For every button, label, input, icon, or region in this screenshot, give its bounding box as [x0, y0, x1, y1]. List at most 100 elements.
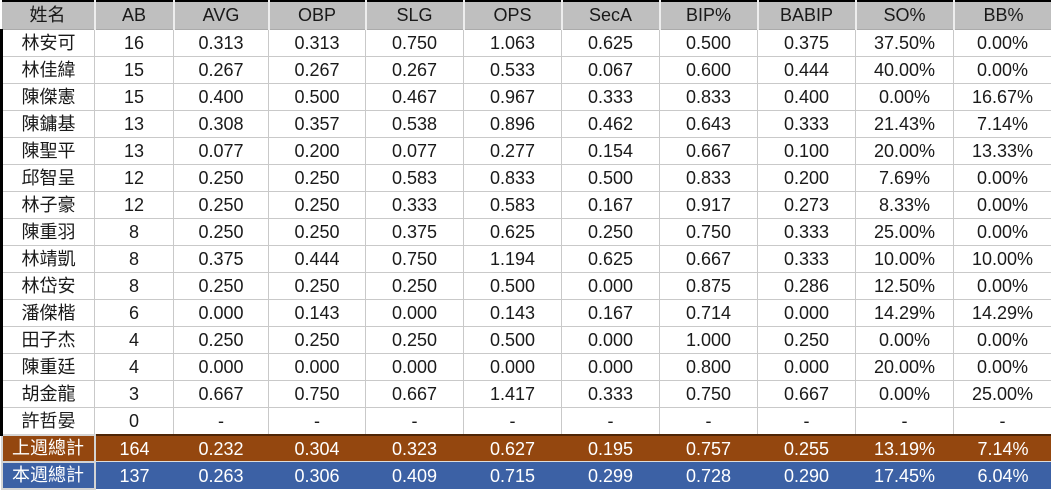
column-header-BB%: BB%	[953, 0, 1051, 30]
total-cell-SecA: 0.195	[561, 433, 660, 462]
stat-cell-BABIP: 0.273	[757, 190, 856, 219]
player-name-cell: 邱智呈	[0, 163, 95, 192]
stat-cell-BABIP: 0.375	[757, 28, 856, 57]
stat-cell-BABIP: 0.333	[757, 109, 856, 138]
stat-cell-OBP: 0.200	[268, 136, 366, 165]
player-row: 胡金龍 3 0.667 0.750 0.667 1.417 0.333 0.750 0.667 0…	[0, 380, 1051, 409]
total-cell-BB%: 6.04%	[953, 461, 1051, 489]
player-row: 陳傑憲 15 0.400 0.500 0.467 0.967 0.333 0.833 0.400…	[0, 82, 1051, 111]
stat-cell-AB: 13	[94, 109, 174, 138]
player-row: 林佳緯 15 0.267 0.267 0.267 0.533 0.067 0.600 0.444…	[0, 55, 1051, 84]
total-cell-OPS: 0.715	[463, 461, 562, 489]
stat-cell-AVG: 0.250	[173, 163, 269, 192]
stat-cell-BABIP: -	[757, 407, 856, 436]
stat-cell-AB: 12	[94, 190, 174, 219]
total-cell-AB: 164	[94, 433, 174, 462]
total-cell-SO%: 17.45%	[855, 461, 954, 489]
stat-cell-BIP%: 0.667	[659, 244, 758, 273]
stat-cell-SLG: 0.333	[365, 190, 464, 219]
last-week-total-label: 上週總計	[0, 433, 96, 463]
stat-cell-BB%: 0.00%	[953, 163, 1051, 192]
stat-cell-SecA: 0.500	[561, 163, 660, 192]
stat-cell-SecA: 0.167	[561, 298, 660, 328]
stat-cell-AB: 13	[94, 136, 174, 165]
stat-cell-OPS: 0.533	[463, 55, 562, 84]
header-row: 姓名 AB AVG OBP SLG OPS SecA BIP% BABIP SO% BB%	[1, 0, 1051, 30]
player-row: 林靖凱 8 0.375 0.444 0.750 1.194 0.625 0.667 0.333 1…	[0, 244, 1051, 273]
total-cell-BABIP: 0.255	[757, 433, 856, 462]
player-name-cell: 林岱安	[0, 271, 95, 300]
this-week-total-row: 本週總計 137 0.263 0.306 0.409 0.715 0.299 0.728 0.2…	[0, 460, 1051, 490]
player-name-cell: 胡金龍	[0, 380, 95, 409]
player-name-cell: 陳聖平	[0, 136, 95, 165]
player-row: 林岱安 8 0.250 0.250 0.250 0.500 0.000 0.875 0.286 1…	[0, 271, 1051, 300]
stat-cell-AB: 8	[94, 217, 174, 246]
player-name-cell: 林靖凱	[0, 244, 95, 273]
stat-cell-AVG: 0.400	[173, 82, 269, 111]
total-cell-SecA: 0.299	[561, 461, 660, 489]
stat-cell-BIP%: 0.500	[659, 28, 758, 57]
stat-cell-BIP%: 0.600	[659, 55, 758, 84]
column-header-SecA: SecA	[561, 0, 661, 30]
column-header-OBP: OBP	[268, 0, 367, 30]
stat-cell-SLG: 0.000	[365, 353, 464, 382]
stat-cell-BB%: 0.00%	[953, 217, 1051, 246]
stat-cell-AVG: 0.250	[173, 271, 269, 300]
stat-cell-OPS: 0.583	[463, 190, 562, 219]
stat-cell-SO%: 0.00%	[855, 326, 954, 355]
stat-cell-AB: 15	[94, 55, 174, 84]
stat-cell-BIP%: 0.750	[659, 217, 758, 246]
stat-cell-AVG: 0.077	[173, 136, 269, 165]
stat-cell-AB: 4	[94, 326, 174, 355]
stat-cell-SO%: 10.00%	[855, 244, 954, 273]
stat-cell-OPS: 1.194	[463, 244, 562, 273]
stat-cell-BIP%: 0.714	[659, 298, 758, 328]
player-name-cell: 陳重羽	[0, 217, 95, 246]
stat-cell-SLG: -	[365, 407, 464, 436]
stat-cell-OBP: 0.500	[268, 82, 366, 111]
player-name-cell: 潘傑楷	[0, 298, 95, 328]
stat-cell-OPS: 1.063	[463, 28, 562, 57]
stat-cell-OBP: 0.313	[268, 28, 366, 57]
stat-cell-BIP%: 0.643	[659, 109, 758, 138]
stat-cell-OPS: 0.967	[463, 82, 562, 111]
stat-cell-SLG: 0.467	[365, 82, 464, 111]
stat-cell-OBP: 0.143	[268, 298, 366, 328]
stat-cell-BABIP: 0.444	[757, 55, 856, 84]
stat-cell-SecA: 0.462	[561, 109, 660, 138]
stat-cell-OPS: 0.277	[463, 136, 562, 165]
column-header-姓名: 姓名	[1, 0, 96, 30]
stat-cell-BB%: 14.29%	[953, 298, 1051, 328]
stat-cell-SO%: 0.00%	[855, 380, 954, 409]
stat-cell-OPS: 0.833	[463, 163, 562, 192]
player-name-cell: 陳傑憲	[0, 82, 95, 111]
total-cell-BIP%: 0.728	[659, 461, 758, 489]
stat-cell-OPS: 1.417	[463, 380, 562, 409]
player-row: 陳重廷 4 0.000 0.000 0.000 0.000 0.000 0.800 0.000 2…	[0, 353, 1051, 382]
stat-cell-BB%: 0.00%	[953, 55, 1051, 84]
stat-cell-SO%: 7.69%	[855, 163, 954, 192]
player-row: 陳重羽 8 0.250 0.250 0.375 0.625 0.250 0.750 0.333 2…	[0, 217, 1051, 246]
player-row: 許哲晏 0- - - - - - - - -	[0, 407, 1051, 436]
player-name-cell: 許哲晏	[0, 407, 95, 436]
player-row: 陳鏞基 13 0.308 0.357 0.538 0.896 0.462 0.643 0.333…	[0, 109, 1051, 138]
stat-cell-AVG: 0.000	[173, 353, 269, 382]
stat-cell-SecA: 0.250	[561, 217, 660, 246]
stat-cell-SLG: 0.077	[365, 136, 464, 165]
stat-cell-SecA: 0.000	[561, 271, 660, 300]
column-header-BABIP: BABIP	[757, 0, 857, 30]
stat-cell-BABIP: 0.333	[757, 217, 856, 246]
stat-cell-SO%: 14.29%	[855, 298, 954, 328]
stat-cell-AVG: 0.667	[173, 380, 269, 409]
stat-cell-OBP: 0.444	[268, 244, 366, 273]
total-cell-BIP%: 0.757	[659, 433, 758, 462]
stat-cell-BB%: 0.00%	[953, 271, 1051, 300]
stat-cell-SO%: 37.50%	[855, 28, 954, 57]
stat-cell-BABIP: 0.400	[757, 82, 856, 111]
column-header-OPS: OPS	[463, 0, 563, 30]
stat-cell-OBP: 0.250	[268, 190, 366, 219]
stat-cell-SecA: 0.625	[561, 28, 660, 57]
stat-cell-AVG: 0.000	[173, 298, 269, 328]
stat-cell-SecA: 0.000	[561, 326, 660, 355]
stat-cell-AB: 15	[94, 82, 174, 111]
